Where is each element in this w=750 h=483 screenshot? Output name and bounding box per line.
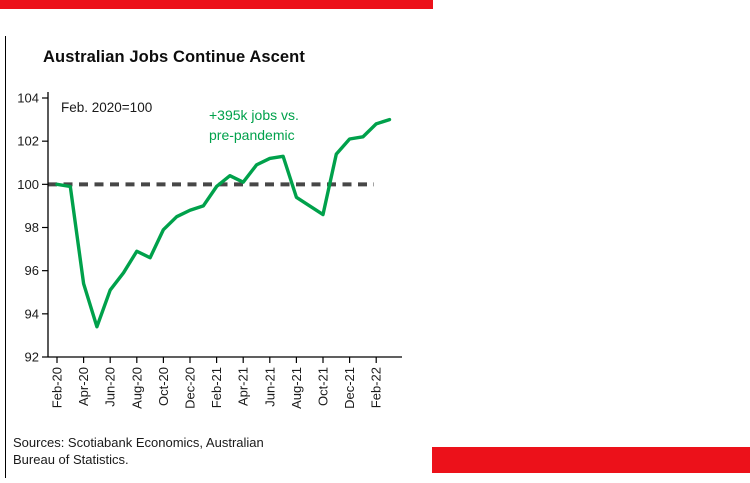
employment-line-chart: 92 94 96 98 100 102 104 Feb-20 Apr-20 Jun-20 Aug-2… [17,91,402,409]
y-tick-label: 98 [25,220,39,235]
x-tick-label: Aug-21 [289,367,304,409]
y-tick-label: 94 [25,306,39,321]
chart-title: Australian Jobs Continue Ascent [43,48,305,66]
x-tick-label: Oct-21 [316,367,331,406]
x-tick-label: Jun-20 [103,367,118,407]
annotation-line-2: pre-pandemic [209,126,295,143]
chart-card-border [5,36,6,478]
top-accent-bar [0,0,433,9]
x-tick-label: Jun-21 [262,367,277,407]
x-tick-label: Feb-20 [50,367,65,408]
x-tick-label: Oct-20 [156,367,171,406]
x-tick-label: Apr-20 [76,367,91,406]
sources-note: Sources: Scotiabank Economics, Australia… [13,434,264,468]
sources-line-1: Sources: Scotiabank Economics, Australia… [13,435,264,450]
x-tick-label: Dec-20 [183,367,198,409]
x-tick-label: Feb-22 [369,367,384,408]
bottom-accent-bar [432,447,750,473]
y-tick-label: 92 [25,350,39,365]
y-tick-label: 100 [17,177,39,192]
y-tick-label: 96 [25,263,39,278]
x-tick-label: Dec-21 [342,367,357,409]
employment-index-series [55,117,392,329]
annotation-line-1: +395k jobs vs. [209,107,299,123]
y-tick-label: 104 [17,91,39,106]
x-tick-label: Apr-21 [236,367,251,406]
index-base-note: Feb. 2020=100 [61,100,153,115]
jobs-annotation: +395k jobs vs. pre-pandemic [209,106,299,146]
x-tick-label: Feb-21 [209,367,224,408]
x-tick-label: Aug-20 [129,367,144,409]
y-tick-label: 102 [17,134,39,149]
sources-line-2: Bureau of Statistics. [13,452,129,468]
